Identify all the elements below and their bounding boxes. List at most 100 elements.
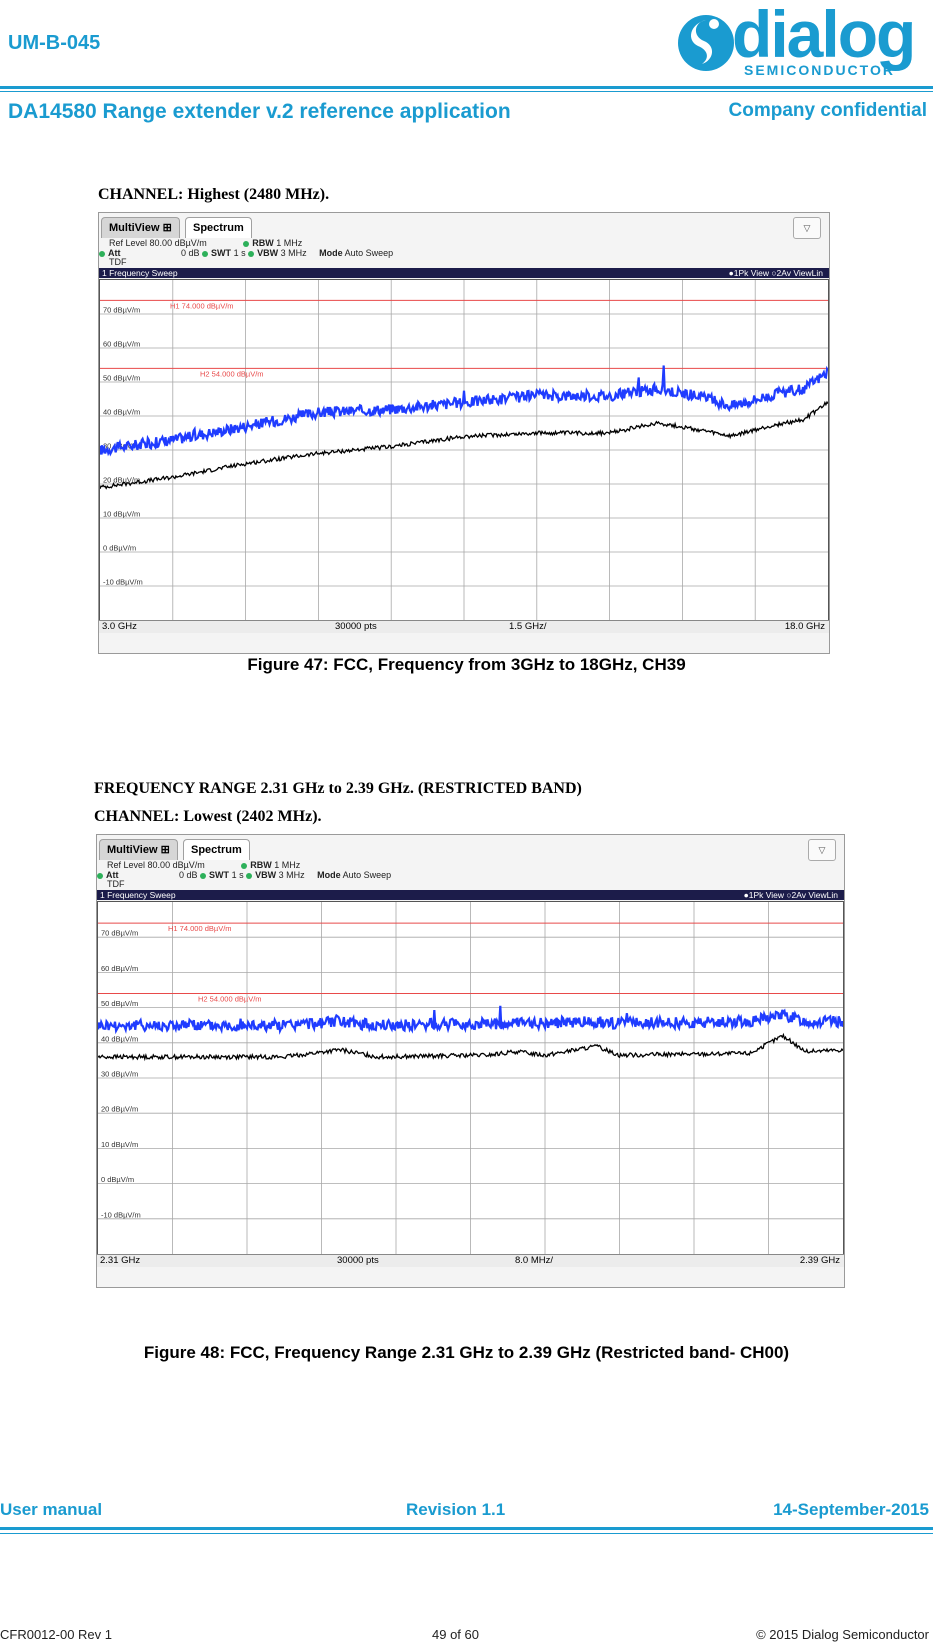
stop-frequency: 2.39 GHz [799,1255,840,1266]
y-tick-label: 70 dBµV/m [103,306,140,315]
rbw-dot-icon [243,240,250,247]
vbw-value: 3 MHz [280,248,307,258]
spectrum-tab: Spectrum [183,839,250,860]
figure47-caption: Figure 47: FCC, Frequency from 3GHz to 1… [247,655,686,674]
info-line-1: Ref Level 80.00 dBµV/m RBW 1 MHz [107,860,300,870]
page-number: 49 of 60 [432,1627,479,1642]
y-tick-label: 20 dBµV/m [101,1105,138,1114]
mode-value: Auto Sweep [344,248,394,258]
limit-line-label: H2 54.000 dBµV/m [200,369,264,378]
vbw-label: VBW [257,248,279,258]
spectrum-plot-2: 70 dBµV/m 60 dBµV/m 50 dBµV/m 40 dBµV/m 30 d… [97,901,844,1255]
chevron-down-icon: ▽ [808,839,836,861]
y-tick-label: 30 dBµV/m [103,442,140,451]
dialog-swirl-icon [678,15,734,71]
vbw-label: VBW [255,870,277,880]
y-tick-label: 0 dBµV/m [101,1175,134,1184]
confidentiality-label: Company confidential [728,100,927,121]
logo-wordmark: dialog [732,0,916,71]
tdf-label: TDF [109,257,127,267]
grid-icon: ⊞ [162,222,172,234]
att-label: Att [108,248,121,258]
rbw-label: RBW [250,860,272,870]
span-per-division: 8.0 MHz/ [515,1255,554,1266]
document-code: UM-B-045 [8,32,101,54]
start-frequency: 3.0 GHz [102,621,137,632]
y-tick-label: -10 dBµV/m [101,1210,141,1219]
start-frequency: 2.31 GHz [100,1255,141,1266]
att-dot-icon [97,872,103,879]
y-tick-label: 70 dBµV/m [101,929,138,938]
dialog-logo: dialog SEMICONDUCTOR [676,0,931,82]
sweep-title-bar: 1 Frequency Sweep ●1Pk View ○2Av ViewLin [99,268,829,278]
y-tick-label: 40 dBµV/m [101,1034,138,1043]
rbw-dot-icon [241,862,248,869]
y-tick-label: 60 dBµV/m [103,340,140,349]
plot-footer-1: 3.0 GHz 30000 pts 1.5 GHz/ 18.0 GHz [99,620,829,633]
y-tick-label: 30 dBµV/m [101,1070,138,1079]
swt-value: 1 s [233,248,246,258]
att-dot-icon [99,250,105,257]
y-tick-label: 0 dBµV/m [103,544,136,553]
mode-label: Mode [319,248,343,258]
swt-label: SWT [209,870,230,880]
vbw-dot-icon [246,872,253,879]
sweep-title-bar: 1 Frequency Sweep ●1Pk View ○2Av ViewLin [97,890,844,900]
ref-level-label: Ref Level [107,860,146,870]
spectrum-analyzer-screenshot-2: MultiView ⊞ Spectrum ▽ Ref Level 80.00 d… [96,834,845,1288]
vbw-value: 3 MHz [278,870,305,880]
footer-date: 14-September-2015 [773,1500,929,1519]
footer-copyright: © 2015 Dialog Semiconductor [756,1627,929,1642]
vbw-dot-icon [248,250,255,257]
grid-icon: ⊞ [160,844,170,856]
trace-legend: ●1Pk View ○2Av ViewLin [728,268,823,278]
limit-line-label: H1 74.000 dBµV/m [168,924,232,933]
header-rule-thin [0,91,933,92]
stop-frequency: 18.0 GHz [784,621,825,632]
spectrum-tab: Spectrum [185,217,252,238]
ref-level-value: 80.00 dBµV/m [149,238,207,248]
sweep-title: 1 Frequency Sweep [100,890,176,900]
tdf-label: TDF [107,879,125,889]
info-line-1: Ref Level 80.00 dBµV/m RBW 1 MHz [109,238,302,248]
att-value: 0 dB [181,248,200,258]
y-tick-label: 20 dBµV/m [103,476,140,485]
peak-trace [100,365,828,457]
y-tick-label: 10 dBµV/m [101,1140,138,1149]
multiview-tab-label: MultiView [107,844,158,856]
document-title: DA14580 Range extender v.2 reference app… [8,100,511,123]
figure48-caption: Figure 48: FCC, Frequency Range 2.31 GHz… [143,1343,790,1362]
limit-line-label: H2 54.000 dBµV/m [198,995,262,1004]
info-line-2: Att 0 dB SWT 1 s VBW 3 MHz Mode Auto Swe… [97,870,391,880]
att-value: 0 dB [179,870,198,880]
average-trace [98,1032,843,1062]
figure47-heading: CHANNEL: Highest (2480 MHz). [98,186,330,203]
multiview-tab-label: MultiView [109,222,160,234]
spectrum-plot-1: 70 dBµV/m 60 dBµV/m 50 dBµV/m 40 dBµV/m 30 d… [99,279,829,621]
multiview-tab: MultiView ⊞ [99,839,178,860]
footer-revision: Revision 1.1 [406,1500,506,1519]
rbw-label: RBW [252,238,274,248]
footer-doc-ref: CFR0012-00 Rev 1 [0,1627,112,1642]
sweep-title: 1 Frequency Sweep [102,268,178,278]
footer-rule-top [0,1527,933,1530]
swt-label: SWT [211,248,232,258]
figure48-heading-range: FREQUENCY RANGE 2.31 GHz to 2.39 GHz. (R… [94,780,582,797]
rbw-value: 1 MHz [274,860,301,870]
rbw-value: 1 MHz [276,238,303,248]
header-rule-top [0,86,933,89]
att-label: Att [106,870,119,880]
spectrum-analyzer-screenshot-1: MultiView ⊞ Spectrum ▽ Ref Level 80.00 d… [98,212,830,654]
figure48-heading-channel: CHANNEL: Lowest (2402 MHz). [94,808,322,825]
mode-value: Auto Sweep [342,870,392,880]
swt-dot-icon [200,872,207,879]
logo-subtitle: SEMICONDUCTOR [744,62,895,78]
trace-legend: ●1Pk View ○2Av ViewLin [743,890,838,900]
y-tick-label: -10 dBµV/m [103,578,143,587]
y-tick-label: 10 dBµV/m [103,510,140,519]
sweep-points: 30000 pts [337,1255,379,1266]
chevron-down-icon: ▽ [793,217,821,239]
limit-line-label: H1 74.000 dBµV/m [170,301,234,310]
peak-trace [98,1005,843,1035]
footer-doc-type: User manual [0,1500,103,1519]
